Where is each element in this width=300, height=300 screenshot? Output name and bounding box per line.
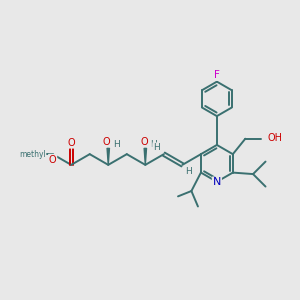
Polygon shape (107, 148, 110, 165)
Text: H: H (113, 140, 120, 149)
Text: O: O (103, 136, 111, 147)
Text: H: H (153, 143, 160, 152)
Text: N: N (213, 177, 221, 188)
Text: F: F (214, 70, 220, 80)
Text: O: O (68, 138, 75, 148)
Text: OH: OH (267, 133, 282, 143)
Polygon shape (144, 148, 146, 165)
Text: O: O (49, 154, 56, 164)
Text: methyl: methyl (19, 150, 46, 159)
Text: H: H (150, 140, 157, 149)
Text: O: O (140, 136, 148, 147)
Text: H: H (185, 167, 192, 176)
